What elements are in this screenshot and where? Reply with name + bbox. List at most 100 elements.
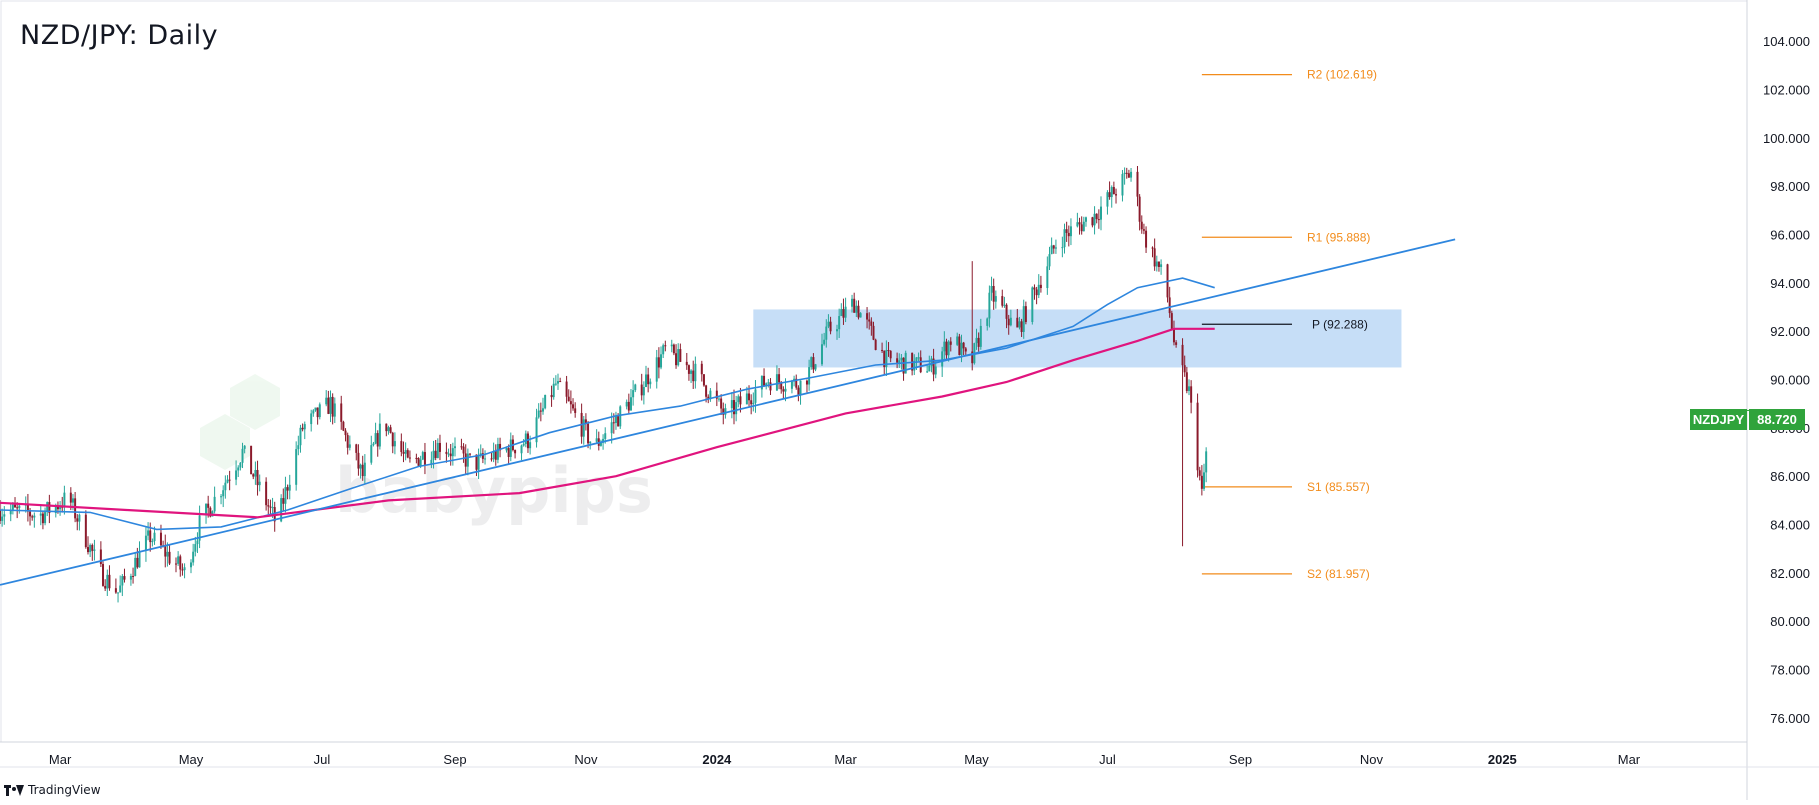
candle-body [1142, 229, 1145, 231]
candle [1170, 310, 1173, 331]
candle [550, 385, 553, 407]
candle-body [898, 360, 901, 363]
candle [423, 442, 426, 475]
candle-body [874, 339, 877, 350]
candle-body [164, 545, 167, 557]
candle [1039, 275, 1042, 293]
candle-body [790, 381, 793, 389]
candle-body [1168, 297, 1171, 314]
candle-body [977, 337, 980, 347]
candle-body [243, 445, 246, 449]
candle [814, 363, 817, 372]
candle-body [415, 457, 418, 459]
candle-body [988, 292, 991, 319]
candle-body [990, 286, 993, 293]
candle [896, 352, 899, 369]
candle [715, 382, 718, 407]
candle-body [765, 383, 768, 387]
candle [836, 324, 839, 340]
candle-body [1153, 248, 1156, 267]
candle-body [838, 316, 841, 330]
candle [1020, 318, 1023, 337]
candle [842, 298, 845, 325]
candle-body [1031, 287, 1034, 322]
candle [1037, 274, 1040, 299]
candle [640, 373, 643, 401]
candle-body [329, 396, 332, 414]
candle [509, 432, 512, 462]
candle-body [71, 498, 74, 503]
candle [717, 396, 720, 402]
candle-body [48, 502, 51, 514]
candle [316, 407, 319, 425]
candle [1108, 181, 1111, 200]
candle-body [1203, 472, 1206, 489]
candle [690, 369, 693, 383]
candle-body [93, 549, 96, 551]
candle [134, 552, 137, 577]
candle-body [314, 407, 317, 411]
candle [168, 544, 171, 566]
x-tick-label: 2025 [1488, 752, 1517, 767]
candle-body [1198, 470, 1201, 476]
candle [898, 353, 901, 368]
candle-body [1063, 229, 1066, 248]
candle [378, 413, 381, 450]
x-tick-label: Nov [574, 752, 598, 767]
candle [1125, 167, 1128, 179]
candle-body [994, 296, 997, 302]
candle-body [679, 349, 682, 362]
candle [795, 374, 798, 390]
candle [855, 300, 858, 317]
candle-body [883, 350, 886, 368]
candle-body [645, 374, 648, 388]
tradingview-footer[interactable]: TradingView [4, 782, 101, 798]
candle-body [1018, 321, 1021, 328]
candle [730, 392, 733, 419]
candle-body [134, 557, 137, 576]
candle-body [1078, 222, 1081, 225]
candle-body [960, 342, 963, 355]
candle [655, 349, 658, 389]
candle [709, 388, 712, 402]
candle [958, 333, 961, 356]
candle [524, 430, 527, 448]
candle [988, 285, 991, 328]
candle-body [507, 448, 510, 457]
candle [1205, 447, 1208, 483]
candle [672, 343, 675, 356]
candle [1145, 226, 1148, 253]
candle-body [14, 504, 17, 508]
candle-body [166, 551, 169, 557]
candle-body [964, 348, 967, 352]
candle-body [872, 325, 875, 340]
candle [389, 424, 392, 434]
candle [86, 536, 89, 555]
candle-body [539, 410, 542, 412]
candle-body [851, 298, 854, 307]
candle-body [194, 544, 197, 552]
candle [902, 357, 905, 381]
candle [78, 513, 81, 531]
candle [614, 411, 617, 430]
x-tick-label: Mar [49, 752, 72, 767]
candle [41, 510, 44, 530]
candle-body [121, 576, 124, 586]
candle-body [505, 448, 508, 451]
candle [1016, 308, 1019, 328]
candle-body [896, 358, 899, 363]
candle [732, 389, 735, 425]
candle-body [391, 432, 394, 447]
candle [331, 393, 334, 425]
candle [406, 448, 409, 459]
candle [102, 561, 105, 587]
candle [1065, 221, 1068, 242]
candle-body [971, 351, 974, 364]
candle-body [1005, 304, 1008, 319]
pivot-label-p: P (92.288) [1312, 317, 1368, 331]
candle [1099, 196, 1102, 231]
candle [1069, 218, 1072, 246]
candle-body [481, 453, 484, 459]
